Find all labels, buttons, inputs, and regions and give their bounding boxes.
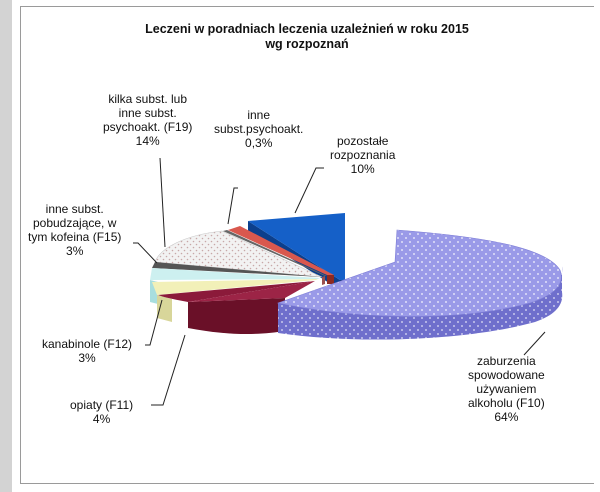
label-f11: opiaty (F11) 4% [70, 398, 133, 426]
leader-other-psych [227, 187, 238, 225]
label-line: inne subst. [45, 202, 104, 216]
slice-f19-side [322, 276, 325, 285]
slice-f11 [158, 281, 315, 302]
slice-f12 [152, 279, 318, 295]
label-line: pozostałe [337, 134, 389, 148]
left-panel-edge [0, 0, 12, 492]
slice-f10-side [278, 266, 563, 340]
label-value: 3% [66, 244, 84, 258]
label-line: rozpoznania [330, 148, 396, 162]
slice-other-psych [223, 230, 327, 276]
label-line: opiaty (F11) [70, 398, 134, 412]
label-value: 10% [350, 162, 375, 176]
slice-f11-side [188, 298, 285, 335]
slice-other-diag [228, 226, 334, 275]
label-other-psych: inne subst.psychoakt. 0,3% [214, 108, 303, 150]
slice-f12-side [157, 295, 172, 322]
leader-f10 [523, 331, 546, 356]
label-line: kanabinole (F12) [42, 337, 133, 351]
label-line: subst.psychoakt. [214, 122, 304, 136]
label-f10: zaburzenia spowodowane używaniem alkohol… [468, 354, 545, 424]
leader-f19 [159, 157, 166, 248]
slice-f15 [150, 268, 320, 280]
label-line: alkoholu (F10) [468, 396, 545, 410]
slice-f11-top [188, 281, 315, 302]
label-value: 14% [135, 134, 160, 148]
label-line: inne subst. [118, 106, 177, 120]
leader-f15 [133, 242, 158, 264]
label-line: psychoakt. (F19) [103, 120, 193, 134]
slice-f10 [276, 229, 562, 317]
label-line: zaburzenia [477, 354, 536, 368]
chart-title: Leczeni w poradniach leczenia uzależnień… [145, 22, 469, 36]
label-value: 3% [78, 351, 96, 365]
slice-f15-dark [152, 262, 322, 277]
leader-other-diag [294, 167, 324, 214]
label-value: 4% [92, 412, 111, 426]
slice-other-diag-side [327, 275, 334, 284]
label-other-diag: pozostałe rozpoznania 10% [330, 134, 395, 176]
label-f19: kilka subst. lub inne subst. psychoakt. … [103, 92, 192, 148]
slice-exploded-blue [248, 213, 345, 280]
leader-f11 [151, 334, 186, 406]
label-value: 0,3% [245, 136, 273, 150]
label-value: 64% [494, 410, 519, 424]
label-line: używaniem [476, 382, 537, 396]
chart-subtitle: wg rozpoznań [265, 37, 349, 51]
label-line: pobudzające, w [32, 216, 117, 230]
leader-f12 [145, 299, 163, 346]
label-line: tym kofeina (F15) [28, 230, 122, 244]
label-line: spowodowane [468, 368, 545, 382]
label-line: inne [247, 108, 271, 122]
label-f15: inne subst. pobudzające, w tym kofeina (… [28, 202, 121, 258]
label-line: kilka subst. lub [108, 92, 188, 106]
label-f12: kanabinole (F12) 3% [42, 337, 132, 365]
